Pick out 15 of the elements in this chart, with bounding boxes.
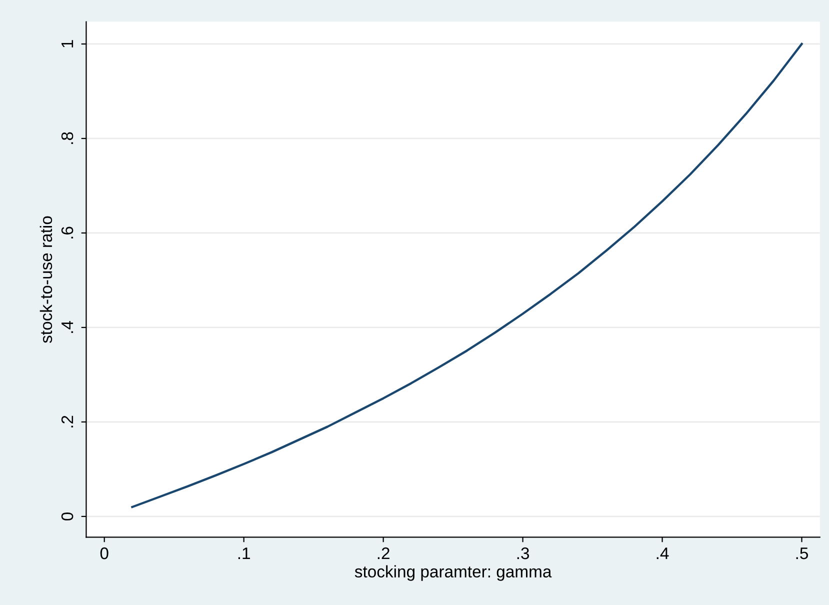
y-tick-label: .2 — [61, 416, 74, 428]
y-tick-label: 1 — [62, 40, 74, 48]
x-tick-label: .3 — [517, 547, 530, 560]
y-tick-label: .8 — [61, 132, 74, 144]
y-tick-label: .4 — [62, 321, 74, 333]
x-tick-label: .5 — [796, 548, 808, 560]
x-tick-label: .4 — [656, 548, 669, 560]
x-tick-label: .2 — [378, 547, 390, 560]
x-tick-label: 0 — [100, 547, 108, 560]
y-axis-title: stock-to-use ratio — [40, 216, 52, 343]
x-axis-title: stocking paramter: gamma — [354, 565, 552, 581]
y-tick-label: 0 — [61, 512, 74, 520]
line-series — [131, 42, 803, 508]
x-tick-label: .1 — [238, 548, 250, 560]
y-tick-label: .6 — [61, 226, 74, 238]
